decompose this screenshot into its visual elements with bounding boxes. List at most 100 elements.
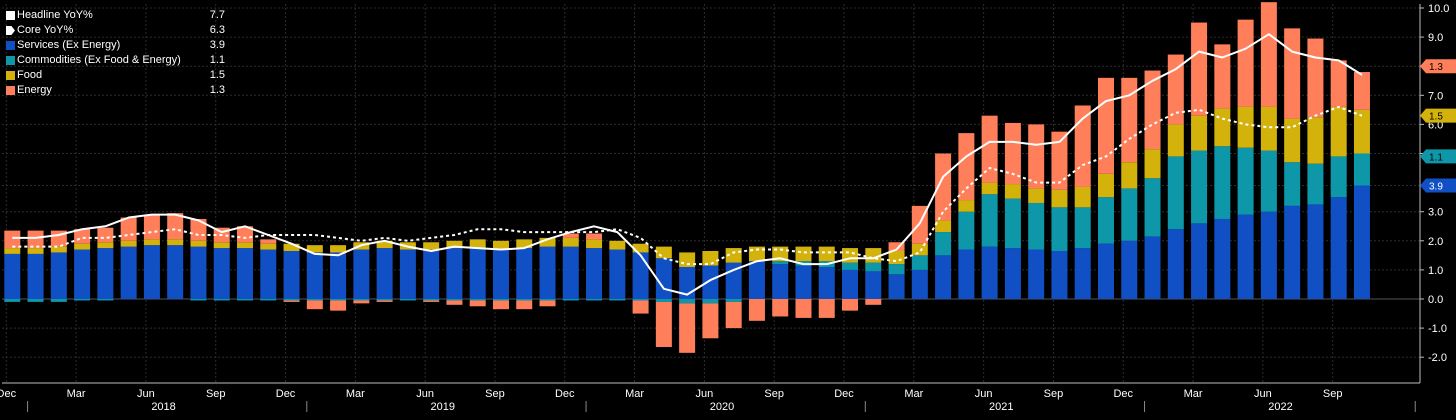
bar-segment <box>1051 207 1068 251</box>
legend-value: 6.3 <box>209 24 225 36</box>
legend-label: Food <box>17 69 43 81</box>
legend-label: Energy <box>17 84 52 96</box>
bar-segment <box>1237 214 1254 299</box>
bar-segment <box>818 246 835 262</box>
bar-segment <box>306 299 323 301</box>
bar-segment <box>283 250 300 299</box>
bar-segment <box>1028 124 1045 189</box>
bar-segment <box>143 245 160 299</box>
bar-segment <box>702 303 719 339</box>
bar-segment <box>423 299 440 301</box>
bar-segment <box>748 261 765 299</box>
bar-segment <box>888 250 905 265</box>
bar-segment <box>167 213 184 240</box>
bar-segment <box>1004 184 1021 199</box>
bar-segment <box>1121 162 1138 189</box>
bar-segment <box>655 299 672 302</box>
bar-segment <box>1028 202 1045 250</box>
value-tag-shape <box>1420 178 1456 193</box>
bar-segment <box>423 300 440 302</box>
value-tag: 1.3 <box>1420 59 1456 74</box>
bar-segment <box>50 252 67 299</box>
bar-segment <box>399 249 416 299</box>
bar-segment <box>27 253 44 299</box>
bar-segment <box>911 243 928 256</box>
value-tag-label: 3.9 <box>1429 182 1443 193</box>
bar-segment <box>190 246 207 299</box>
bar-segment <box>376 248 393 299</box>
x-tick-label: Jun <box>416 388 434 400</box>
bar-segment <box>4 248 21 254</box>
bar-segment <box>143 214 160 240</box>
bar-segment <box>492 249 509 299</box>
bar-segment <box>842 262 859 270</box>
bar-segment <box>423 242 440 250</box>
bar-segment <box>888 264 905 275</box>
bar-segment <box>97 299 114 301</box>
bar-segment <box>1237 147 1254 215</box>
x-tick-label: Sep <box>206 388 226 400</box>
core-yoy-line <box>12 105 1363 266</box>
bar-segment <box>1237 106 1254 148</box>
bar-segment <box>865 271 882 299</box>
bar-segment <box>1121 77 1138 163</box>
bar-segment <box>190 299 207 301</box>
bar-segment <box>1097 173 1114 198</box>
legend-label: Commodities (Ex Food & Energy) <box>17 54 181 66</box>
bar-segment <box>935 153 952 221</box>
bar-segment <box>865 299 882 305</box>
x-year-label: 2019 <box>431 401 455 413</box>
x-tick-label: Sep <box>764 388 784 400</box>
legend-swatch-core <box>6 26 15 35</box>
bar-segment <box>725 301 742 329</box>
bar-segment <box>469 299 486 301</box>
legend-swatch-energy <box>6 86 15 95</box>
y-tick-label: -1.0 <box>1428 323 1447 335</box>
bar-segment <box>237 242 253 249</box>
y-tick-label: 1.0 <box>1428 265 1443 277</box>
legend-swatch-headline <box>6 11 15 20</box>
bar-segment <box>446 299 463 301</box>
bar-segment <box>748 299 765 321</box>
bar-segment <box>586 299 603 301</box>
x-tick-label: Mar <box>904 388 923 400</box>
x-tick-label: Mar <box>67 388 86 400</box>
bar-segment <box>260 249 277 299</box>
bar-segment <box>632 243 649 253</box>
bar-segment <box>1144 178 1161 237</box>
bar-segment <box>446 300 463 305</box>
bar-segment <box>1191 223 1208 299</box>
legend-label: Headline YoY% <box>17 9 93 21</box>
bar-segment <box>958 200 975 212</box>
x-tick-label: Mar <box>1184 388 1203 400</box>
bar-segment <box>1260 150 1277 212</box>
bar-segment <box>1330 156 1347 198</box>
x-tick-label: Dec <box>555 388 575 400</box>
bar-segment <box>306 252 323 299</box>
bar-segment <box>423 249 440 299</box>
bar-segment <box>306 300 323 310</box>
bar-segment <box>1121 188 1138 241</box>
bar-segment <box>1167 229 1184 299</box>
bar-segment <box>1097 77 1114 174</box>
bar-segment <box>539 300 556 307</box>
legend-item-core: Core YoY% 6.3 <box>6 23 225 38</box>
bar-segment <box>609 249 626 299</box>
bar-segment <box>1237 19 1254 107</box>
bar-segment <box>1097 197 1114 244</box>
bar-segment <box>376 299 393 301</box>
bar-segment <box>1260 106 1277 151</box>
legend-value: 1.3 <box>209 84 225 96</box>
bar-segment <box>330 252 347 299</box>
bar-segment <box>120 246 137 299</box>
bar-segment <box>330 300 347 311</box>
bar-segment <box>795 299 812 318</box>
bar-segment <box>283 243 300 251</box>
bar-segment <box>1051 189 1068 208</box>
bar-segment <box>1284 28 1301 119</box>
bar-segment <box>1074 105 1091 187</box>
grid-lines <box>2 4 1420 383</box>
bar-segment <box>1167 156 1184 230</box>
bar-segment <box>772 261 789 265</box>
bar-segment <box>1214 218 1231 299</box>
